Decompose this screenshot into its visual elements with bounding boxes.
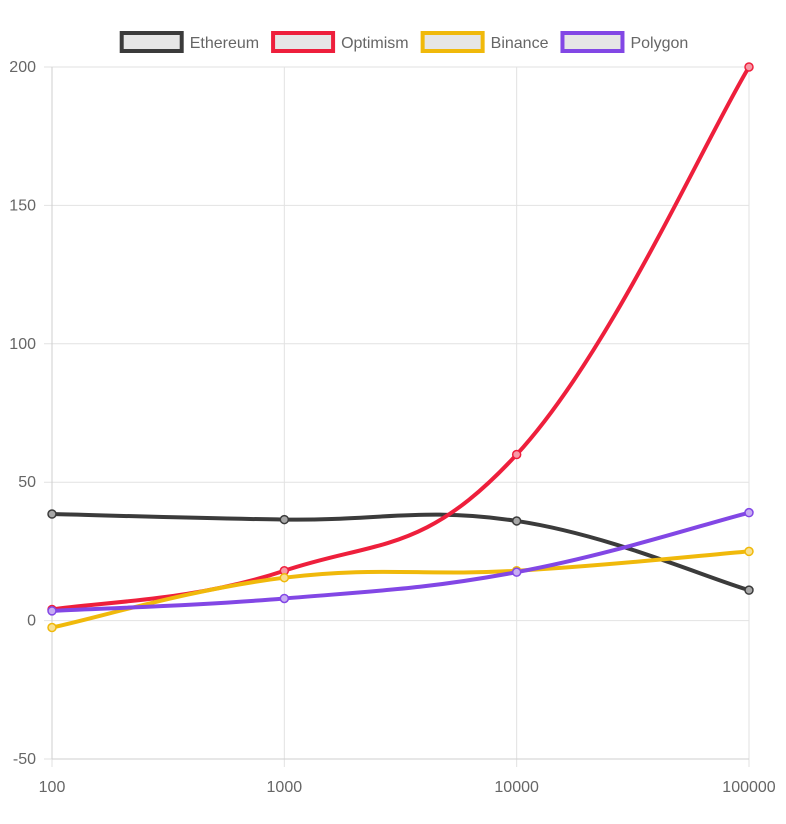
data-point-optimism[interactable] — [744, 62, 754, 72]
series-optimism — [47, 62, 754, 615]
grid — [44, 66, 750, 767]
x-tick-label: 10000 — [494, 779, 539, 796]
data-point-polygon[interactable] — [279, 593, 290, 604]
series-ethereum — [47, 509, 754, 595]
data-point-ethereum[interactable] — [744, 585, 754, 595]
legend-label-ethereum: Ethereum — [190, 35, 259, 52]
legend-swatch-binance — [420, 31, 485, 53]
data-point-polygon[interactable] — [744, 507, 754, 518]
series-layer — [47, 62, 754, 633]
legend-swatch-ethereum — [119, 31, 184, 53]
y-tick-label: 200 — [9, 59, 36, 76]
y-tick-label: 50 — [18, 474, 36, 491]
legend-item-polygon[interactable]: Polygon — [560, 31, 688, 53]
series-line-polygon — [50, 510, 751, 613]
legend: Ethereum Optimism Binance Polygon — [119, 31, 688, 53]
x-tick-label: 100000 — [722, 779, 775, 796]
data-point-binance[interactable] — [744, 546, 754, 557]
legend-swatch-optimism — [271, 31, 336, 53]
legend-swatch-polygon — [560, 31, 625, 53]
data-point-optimism[interactable] — [511, 449, 522, 460]
data-point-binance[interactable] — [47, 622, 57, 633]
y-tick-label: -50 — [13, 751, 36, 768]
y-tick-label: 150 — [9, 197, 36, 214]
data-point-polygon[interactable] — [47, 606, 57, 616]
legend-item-binance[interactable]: Binance — [420, 31, 549, 53]
x-tick-label: 100 — [39, 779, 66, 796]
data-point-binance[interactable] — [279, 572, 290, 583]
data-point-ethereum[interactable] — [279, 514, 290, 525]
data-point-ethereum[interactable] — [47, 509, 57, 519]
legend-label-polygon: Polygon — [630, 35, 688, 52]
axes: -50 0 50 100 150 200 100 1000 10000 100000 — [9, 59, 776, 796]
legend-label-binance: Binance — [491, 35, 549, 52]
data-point-polygon[interactable] — [511, 567, 522, 577]
x-tick-label: 1000 — [267, 779, 303, 796]
series-line-binance — [50, 549, 751, 630]
legend-item-optimism[interactable]: Optimism — [271, 31, 409, 53]
legend-label-optimism: Optimism — [341, 35, 409, 52]
y-tick-label: 0 — [27, 613, 36, 630]
data-point-ethereum[interactable] — [511, 516, 522, 526]
series-line-ethereum — [50, 512, 751, 593]
legend-item-ethereum[interactable]: Ethereum — [119, 31, 259, 53]
series-polygon — [47, 507, 754, 616]
series-line-optimism — [50, 65, 751, 612]
y-tick-label: 100 — [9, 336, 36, 353]
